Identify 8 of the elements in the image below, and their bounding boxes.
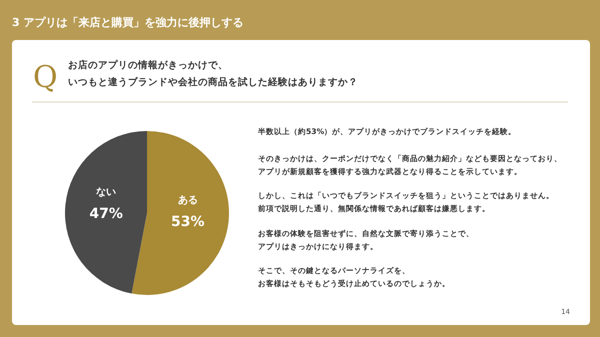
chart-subtitle: お店のアプリの情報がきっかけで、 xyxy=(68,59,228,71)
text: Q xyxy=(33,60,58,95)
chart-title: 3 アプリは「来店と購買」を強力に後押しする xyxy=(12,16,244,29)
data-label: 53% xyxy=(171,214,205,230)
data-label: 47% xyxy=(89,206,123,222)
text: いつもと違うブランドや会社の商品を試した経験はありますか？ xyxy=(68,76,358,88)
slice-label: ある xyxy=(178,194,198,206)
slice-label: ない xyxy=(96,187,116,198)
